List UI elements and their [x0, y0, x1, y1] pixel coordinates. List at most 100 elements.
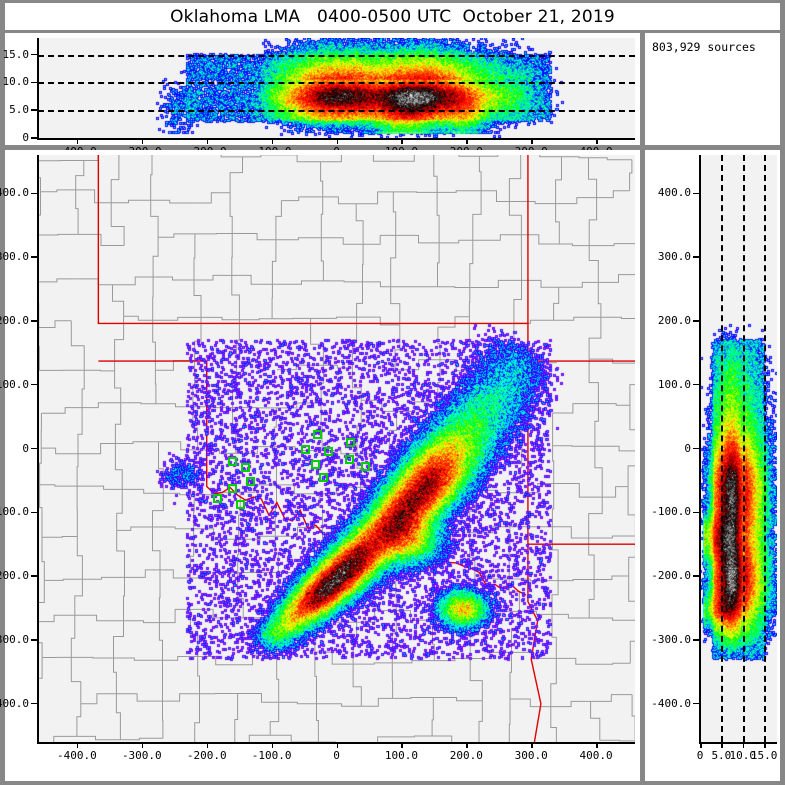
map-panel-ytick — [31, 320, 38, 322]
right-panel-ytick — [693, 575, 700, 577]
top-panel-ytick-label: 10.0 — [2, 75, 30, 89]
right-panel-ytick — [693, 256, 700, 258]
right-panel-ytick — [693, 320, 700, 322]
top-panel-xtick — [76, 138, 79, 144]
map-plot-area[interactable] — [38, 155, 635, 742]
right-panel-ytick-label: 100.0 — [657, 377, 691, 391]
right-panel-ytick-label: -400.0 — [651, 696, 691, 710]
map-panel-ytick — [31, 511, 38, 514]
map-panel-xtick-label: -400.0 — [57, 749, 97, 762]
map-panel-xtick-label: 0 — [333, 749, 340, 762]
right-panel-ytick-label: 0 — [684, 441, 691, 455]
map-panel-x-axis-line — [37, 742, 635, 744]
map-panel-xtick — [206, 742, 209, 748]
sources-count-label: 803,929 sources — [652, 40, 756, 54]
top-panel-x-axis-line — [37, 138, 635, 140]
top-panel-gridline — [38, 82, 635, 85]
right-panel-ytick — [693, 447, 700, 450]
right-panel-gridline — [742, 155, 745, 742]
top-panel-xtick — [271, 138, 274, 144]
title-bar: Oklahoma LMA 0400-0500 UTC October 21, 2… — [5, 3, 780, 30]
map-panel-xtick — [596, 742, 598, 748]
map-panel-ytick — [31, 256, 38, 258]
right-panel-gridline — [764, 155, 767, 742]
panel-altitude-north-south[interactable]: 0 5.0 10.0 15.0 400.0 300.0 200.0 100.0 0 -100.0 -… — [645, 150, 780, 781]
lma-station-marker — [361, 461, 371, 471]
right-panel-xtick-label: 0 — [696, 749, 704, 762]
right-panel-xtick-label: 5.0 — [711, 749, 732, 762]
map-panel-ytick — [31, 575, 38, 577]
map-panel-ytick-label: 200.0 — [0, 313, 29, 327]
map-panel-ytick-label: 100.0 — [0, 377, 29, 391]
map-panel-xtick — [401, 742, 403, 748]
top-panel-ytick-label: 0 — [22, 131, 29, 144]
map-panel-xtick-label: -300.0 — [121, 749, 162, 762]
right-panel-xtick — [742, 742, 745, 748]
map-panel-xtick — [271, 742, 274, 748]
lma-station-marker — [228, 456, 238, 466]
right-panel-ytick — [693, 192, 700, 195]
map-panel-ytick — [31, 447, 38, 450]
top-panel-ytick — [31, 53, 38, 56]
map-panel-ytick-label: 300.0 — [0, 250, 29, 264]
right-panel-ytick-label: -200.0 — [651, 569, 691, 583]
top-panel-ytick — [31, 137, 38, 139]
right-plot-area[interactable] — [700, 155, 777, 742]
map-panel-ytick — [31, 383, 38, 386]
map-panel-xtick — [531, 742, 533, 748]
lma-station-marker — [300, 445, 310, 455]
top-panel-xtick — [596, 138, 598, 144]
lma-station-marker — [312, 429, 322, 439]
right-panel-ytick — [693, 639, 700, 641]
top-plot-area[interactable] — [38, 38, 635, 138]
panel-east-west-altitude[interactable]: -400.0-300.0-200.0-100.00100.0200.0300.0… — [3, 33, 640, 158]
top-panel-gridline — [38, 110, 635, 113]
top-panel-ytick — [31, 81, 38, 84]
top-source-density-canvas — [38, 38, 635, 138]
sources-count-panel: 803,929 sources — [645, 33, 780, 145]
right-panel-ytick-label: 400.0 — [657, 186, 691, 200]
top-panel-xtick — [401, 138, 403, 144]
map-panel-xtick-label: 300.0 — [514, 749, 548, 762]
right-panel-xtick-label: 10.0 — [729, 749, 757, 762]
top-panel-xtick — [141, 138, 144, 144]
right-panel-gridline — [721, 155, 724, 742]
top-panel-xtick — [466, 138, 468, 144]
map-panel-xtick-label: 200.0 — [449, 749, 483, 762]
top-panel-gridline — [38, 54, 635, 57]
lma-station-marker — [228, 483, 238, 493]
right-panel-ytick-label: 200.0 — [657, 313, 691, 327]
map-panel-xtick — [141, 742, 144, 748]
right-panel-xtick — [764, 742, 766, 748]
map-panel-ytick — [31, 639, 38, 641]
lma-station-marker — [319, 472, 329, 482]
panel-plan-view-map[interactable]: -400.0 -300.0 -200.0 -100.0 0 100.0 200.0 300.0… — [0, 150, 640, 781]
map-panel-ytick-label: -400.0 — [0, 696, 29, 710]
right-panel-ytick — [693, 511, 700, 514]
top-panel-ytick — [31, 109, 38, 111]
top-panel-ytick-label: 15.0 — [2, 47, 30, 61]
map-panel-xtick-label: -200.0 — [186, 749, 227, 762]
lma-station-marker — [346, 437, 356, 447]
map-panel-xtick-label: -100.0 — [251, 749, 292, 762]
map-panel-xtick-label: 100.0 — [384, 749, 418, 762]
right-panel-ytick — [693, 383, 700, 386]
lma-station-marker — [241, 463, 251, 473]
right-panel-ytick-label: -300.0 — [651, 632, 691, 646]
map-panel-ytick — [31, 702, 38, 705]
top-panel-xtick — [336, 138, 338, 144]
right-panel-ytick-label: -100.0 — [651, 505, 691, 519]
map-panel-ytick-label: -200.0 — [0, 569, 29, 583]
right-panel-xtick — [721, 742, 723, 748]
right-panel-xtick — [700, 742, 702, 748]
map-panel-xtick — [336, 742, 338, 748]
top-panel-xtick — [531, 138, 533, 144]
top-panel-ytick-label: 5.0 — [9, 103, 29, 117]
right-panel-x-axis-line — [699, 742, 777, 744]
right-panel-ytick-label: 300.0 — [657, 250, 691, 264]
map-panel-ytick-label: 0 — [22, 441, 29, 455]
map-panel-ytick-label: -300.0 — [0, 632, 29, 646]
lma-station-marker — [213, 493, 223, 503]
lma-station-marker — [323, 447, 333, 457]
map-panel-xtick — [76, 742, 79, 748]
